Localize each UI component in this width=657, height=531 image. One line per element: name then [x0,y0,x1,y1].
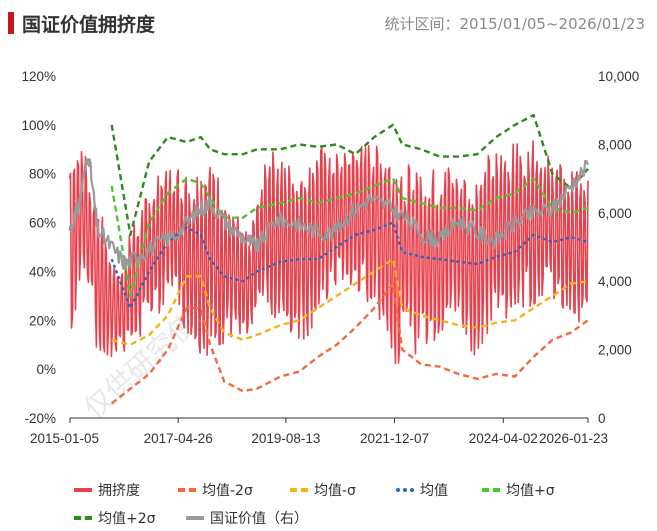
x-tick-label: 2015-01-05 [30,431,99,446]
y-left-tick-label: 20% [29,313,56,328]
legend-item-index-value: 国证价值（右） [186,508,308,528]
y-right-tick-label: 6,000 [598,206,632,221]
series-mean-plus-sd-line [110,177,589,298]
legend-swatch [290,488,308,492]
series-mean-minus-2sd-line [110,282,589,405]
legend-item-mean: 均值 [396,480,448,500]
y-left-tick-label: 80% [29,167,56,182]
y-left-tick-label: 0% [36,362,56,377]
x-tick-label: 2019-08-13 [251,431,320,446]
y-left-tick-label: 40% [29,264,56,279]
x-tick-label: 2024-04-02 [469,431,538,446]
series-index-value-line [68,158,590,270]
legend-item-mean-plus-2sd: 均值+2σ [74,508,156,528]
legend-label: 国证价值（右） [210,511,308,527]
legend-label: 均值-2σ [202,483,253,499]
y-right-tick-label: 4,000 [598,274,632,289]
legend-label: 均值+σ [506,483,555,499]
series-mean-line [110,221,589,310]
series-mean-plus-2sd-line [110,113,589,236]
x-tick-label: 2017-04-26 [144,431,213,446]
legend-swatch [396,488,414,492]
y-right-tick-label: 8,000 [598,137,632,152]
legend-label: 均值+2σ [98,511,156,527]
legend-item-mean-plus-sd: 均值+σ [482,480,555,500]
y-left-tick-label: 120% [21,69,56,84]
y-left-tick-label: 100% [21,118,56,133]
x-tick-label: 2026-01-23 [539,431,608,446]
legend-label: 均值-σ [314,483,356,499]
legend-swatch [74,516,92,520]
y-right-tick-label: 0 [598,411,606,426]
y-left-tick-label: 60% [29,216,56,231]
page-title: 国证价值拥挤度 [22,14,156,36]
series-mean-minus-sd-line [111,258,589,346]
legend-swatch [482,488,500,492]
y-right-tick-label: 2,000 [598,343,632,358]
legend-label: 均值 [420,483,448,499]
legend-label: 拥挤度 [98,483,140,499]
legend-swatch [178,488,196,492]
y-right-tick-label: 10,000 [598,69,639,84]
date-range-label: 统计区间：2015/01/05~2026/01/23 [384,15,645,33]
legend-item-mean-minus-sd: 均值-σ [290,480,356,500]
title-accent-bar [8,12,14,34]
x-tick-label: 2021-12-07 [360,431,429,446]
legend-swatch [74,488,92,492]
legend-item-crowding: 拥挤度 [74,480,140,500]
legend-item-mean-minus-2sd: 均值-2σ [178,480,253,500]
legend-swatch [186,516,204,520]
series-crowding-line [68,140,589,365]
y-left-tick-label: -20% [24,411,56,426]
